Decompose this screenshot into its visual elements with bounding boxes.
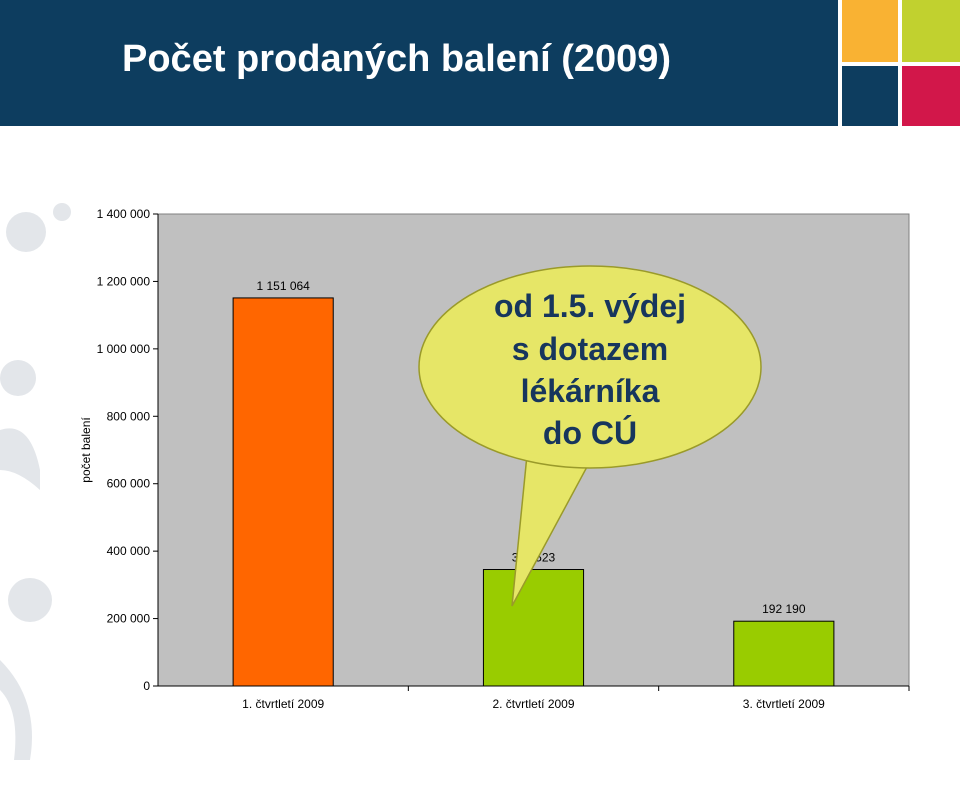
y-tick-label: 800 000	[107, 409, 151, 423]
navy-tile	[842, 66, 898, 126]
x-category-label: 1. čtvrtletí 2009	[242, 697, 324, 711]
y-tick-label: 1 200 000	[97, 274, 151, 288]
red-tile	[902, 66, 960, 126]
data-label: 192 190	[762, 602, 806, 616]
callout-bubble: od 1.5. výdej s dotazem lékárníka do CÚ	[418, 265, 762, 607]
page-title: Počet prodaných balení (2009)	[122, 38, 672, 80]
x-category-label: 2. čtvrtletí 2009	[492, 697, 574, 711]
y-tick-label: 1 000 000	[97, 342, 151, 356]
green-tile	[902, 0, 960, 62]
bar	[733, 620, 835, 687]
callout-line-3: lékárníka	[521, 373, 660, 409]
bar	[232, 297, 334, 687]
callout-line-4: do CÚ	[543, 415, 637, 451]
callout-ellipse	[418, 265, 762, 469]
callout-line-2: s dotazem	[512, 331, 668, 367]
bar	[482, 569, 585, 687]
data-label: 1 151 064	[256, 279, 310, 293]
y-tick-label: 600 000	[107, 477, 151, 491]
watermark-logo	[0, 203, 71, 760]
header-bar: Počet prodaných balení (2009)	[0, 0, 838, 126]
y-tick-label: 1 400 000	[97, 207, 151, 221]
callout-line-1: od 1.5. výdej	[494, 288, 686, 324]
y-tick-label: 200 000	[107, 612, 151, 626]
y-tick-label: 400 000	[107, 544, 151, 558]
x-category-label: 3. čtvrtletí 2009	[743, 697, 825, 711]
y-axis-label: počet balení	[79, 417, 93, 483]
y-tick-label: 0	[143, 679, 150, 693]
orange-tile	[842, 0, 898, 62]
